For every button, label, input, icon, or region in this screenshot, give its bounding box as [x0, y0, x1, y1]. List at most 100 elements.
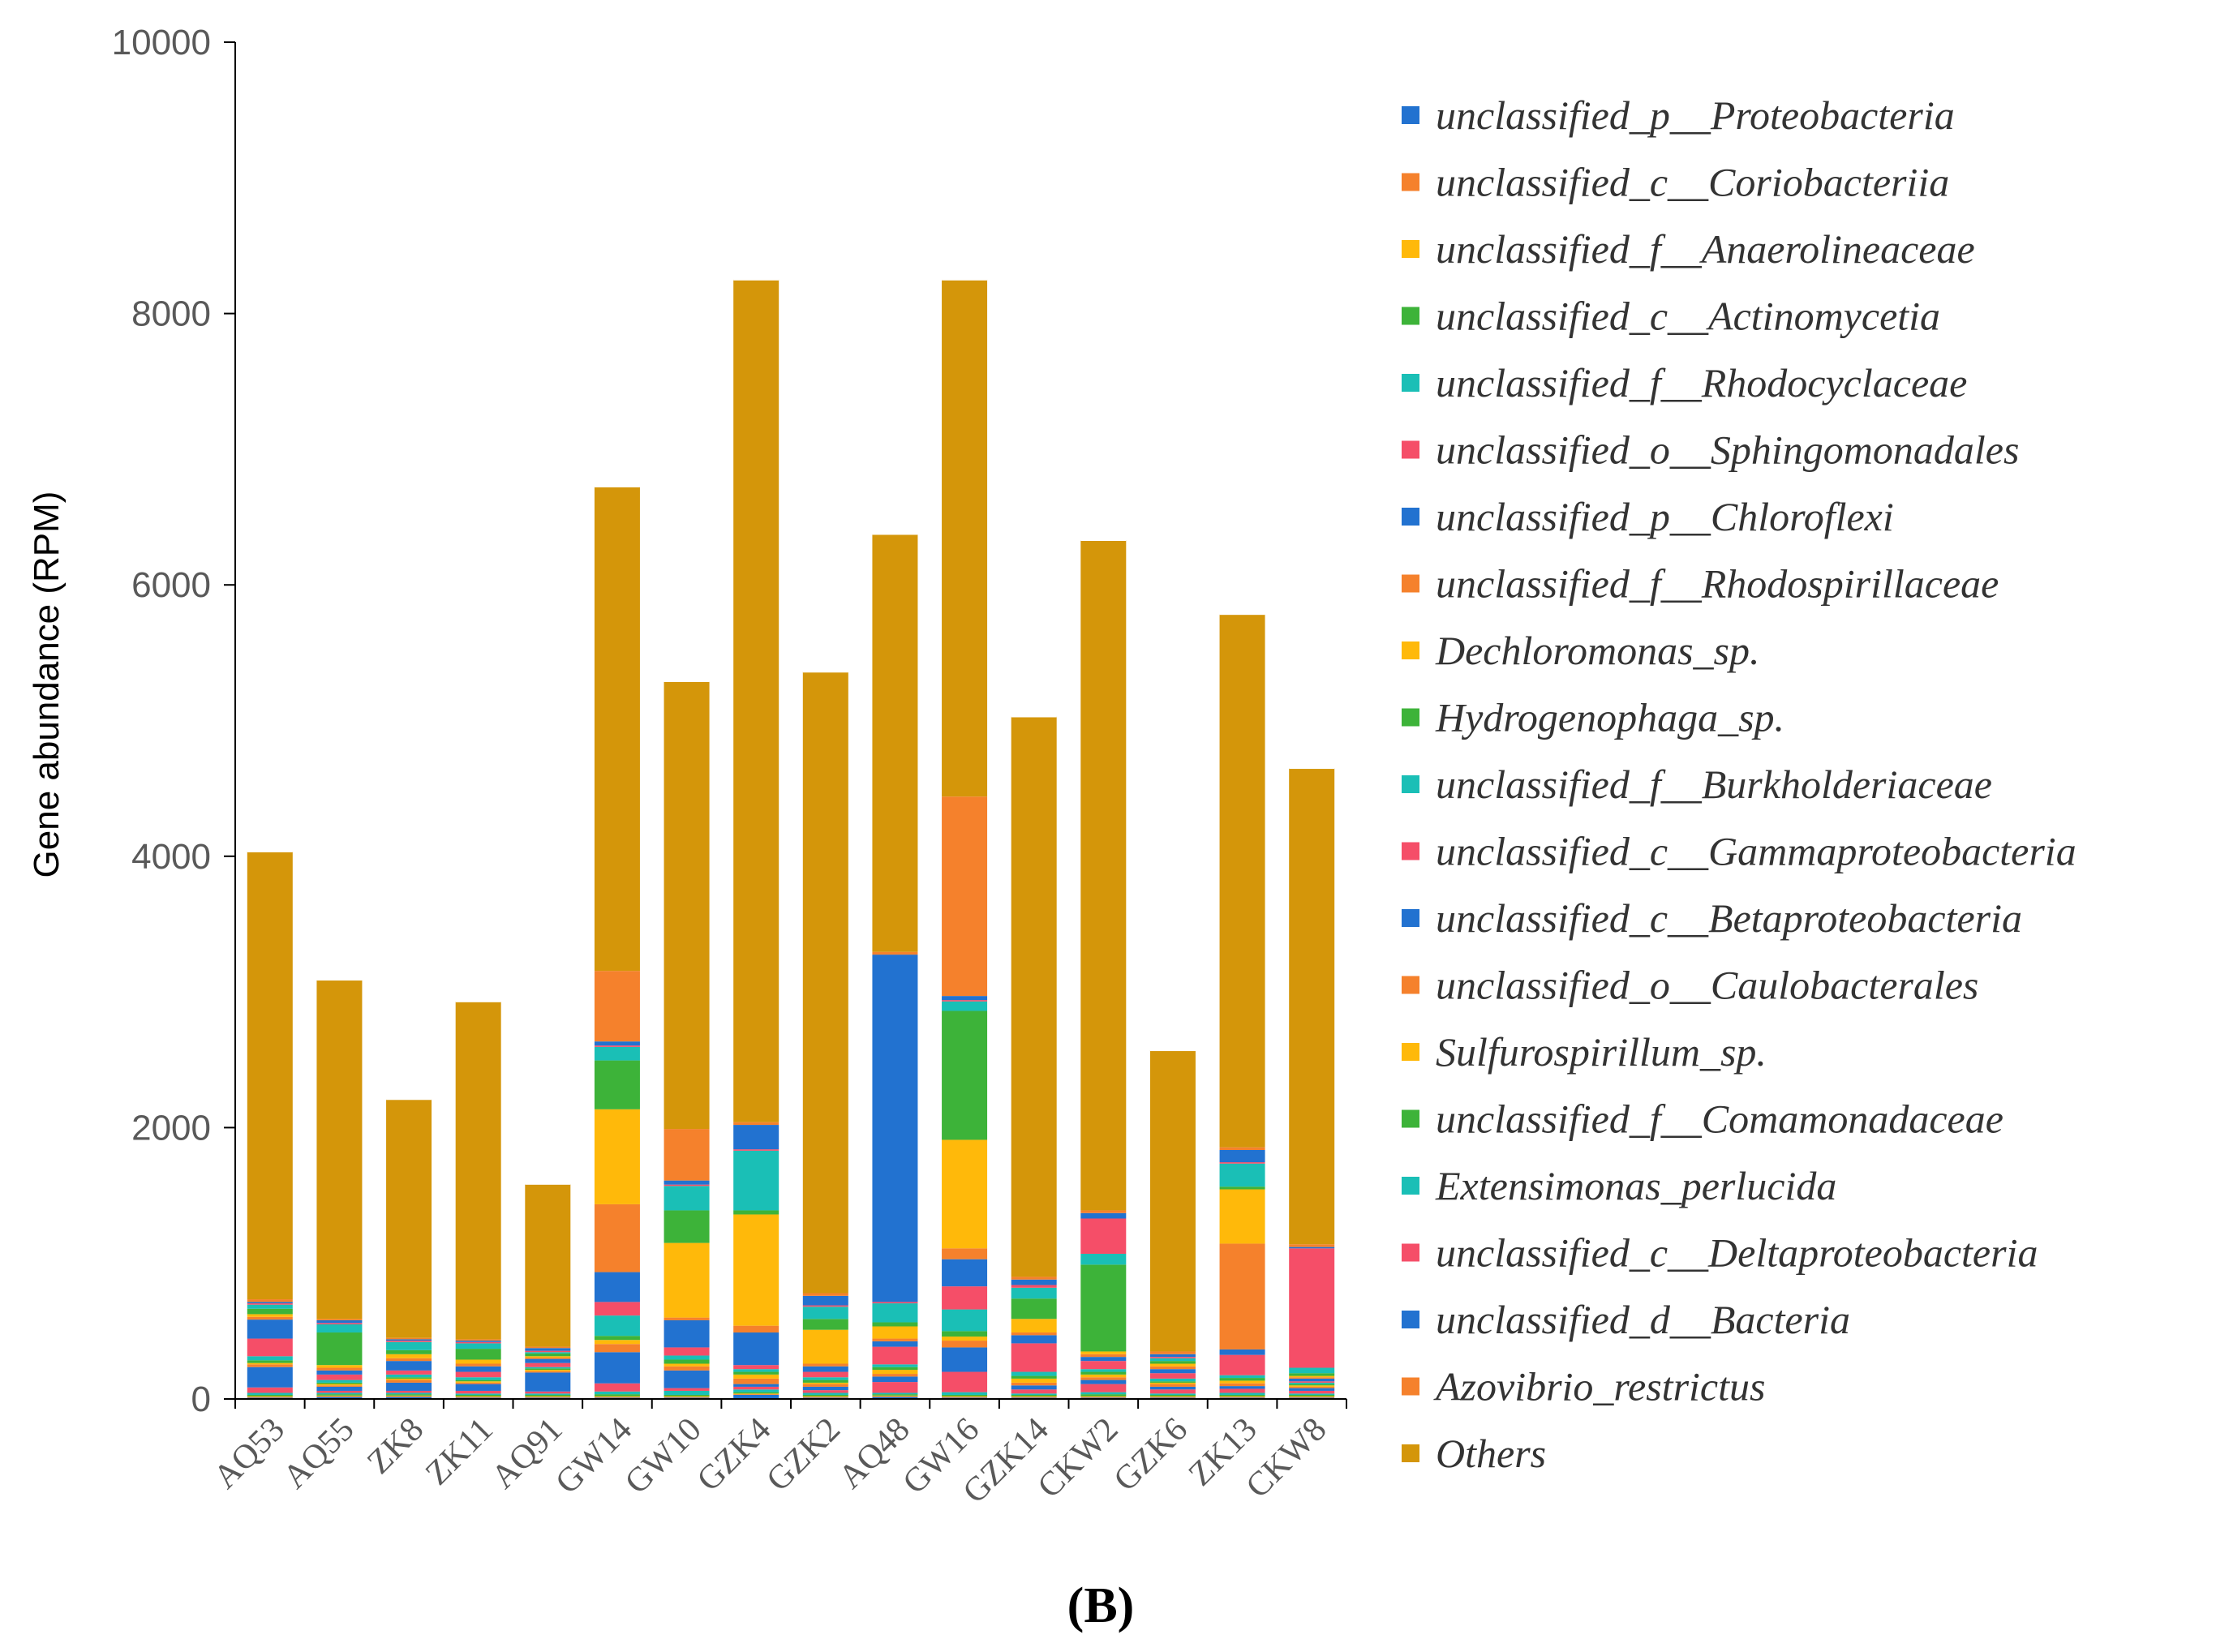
bar-segment-unclassified-p-chloroflexi-zk13: [1219, 1386, 1265, 1389]
legend-swatch: [1402, 440, 1419, 459]
bar-segment-unclassified-c-gammaproteobacteria-ckw8: [1289, 1381, 1335, 1383]
bar-segment-unclassified-f-comamonadaceae-ckw8: [1289, 1373, 1335, 1376]
bar-segment-unclassified-f-burkholderiaceae-aq55: [316, 1380, 363, 1383]
bar-segment-hydrogenophaga-sp-gw14: [594, 1336, 640, 1341]
bar-segment-unclassified-p-chloroflexi-ckw2: [1080, 1380, 1127, 1384]
bar-segment-extensimonas-perlucida-gzk2: [802, 1307, 848, 1319]
bar-segment-unclassified-c-betaproteobacteria-aq48: [872, 1341, 918, 1347]
legend-item-unclassified-c-coriobacteriia: unclassified_c__Coriobacteriia: [1402, 160, 1949, 205]
legend-item-unclassified-f-anaerolineaceae: unclassified_f__Anaerolineaceae: [1402, 226, 1975, 272]
bar-segment-unclassified-f-rhodocyclaceae-gw14: [594, 1391, 640, 1395]
bar-segment-azovibrio-restrictus-zk11: [455, 1339, 501, 1341]
bar-segment-unclassified-d-bacteria-ckw2: [1080, 1212, 1127, 1219]
bar-segment-unclassified-c-deltaproteobacteria-gw10: [664, 1184, 710, 1186]
bar-segment-others-gw10: [664, 680, 710, 1130]
bar-segment-unclassified-d-bacteria-zk13: [1219, 1150, 1265, 1163]
bar-segment-hydrogenophaga-sp-aq55: [316, 1382, 363, 1384]
bar-segment-others-ckw2: [1080, 539, 1127, 1211]
bar-segment-azovibrio-restrictus-aq48: [872, 951, 918, 955]
bar-segment-unclassified-o-caulobacterales-zk13: [1219, 1243, 1265, 1349]
bar-segment-others-aq91: [525, 1183, 571, 1347]
bar-segment-others-zk11: [455, 1001, 501, 1340]
bar-segment-unclassified-c-betaproteobacteria-zk11: [455, 1366, 501, 1372]
bar-segment-unclassified-o-sphingomonadales-gzk6: [1149, 1389, 1196, 1394]
bar-segment-others-gzk14: [1011, 716, 1057, 1277]
bar-segment-sulfurospirillum-sp-aq48: [872, 1326, 918, 1339]
x-tick-label-gw14: GW14: [548, 1411, 639, 1502]
bar-segment-unclassified-c-betaproteobacteria-ckw8: [1289, 1378, 1335, 1382]
legend-swatch: [1402, 842, 1419, 860]
legend-swatch: [1402, 775, 1419, 793]
bar-segment-unclassified-d-bacteria-zk11: [455, 1341, 501, 1342]
legend: unclassified_p__Proteobacteria unclassifi…: [1402, 92, 2076, 1476]
bar-stack-gw16: [942, 278, 988, 1399]
bar-segment-unclassified-f-rhodocyclaceae-ckw2: [1080, 1392, 1127, 1395]
bar-segment-unclassified-f-comamonadaceae-zk11: [455, 1349, 501, 1360]
bar-segment-unclassified-o-caulobacterales-gzk4: [733, 1325, 779, 1333]
bar-segment-unclassified-c-deltaproteobacteria-zk13: [1219, 1162, 1265, 1164]
bar-segment-unclassified-p-chloroflexi-gw14: [594, 1352, 640, 1384]
bar-segment-unclassified-o-sphingomonadales-gzk4: [733, 1386, 779, 1390]
bar-segment-unclassified-f-burkholderiaceae-aq53: [247, 1356, 293, 1361]
bar-segment-unclassified-f-anaerolineaceae-gzk4: [733, 1393, 779, 1395]
bar-segment-dechloromonas-sp-aq48: [872, 1370, 918, 1375]
bar-segment-others-aq55: [316, 980, 363, 1319]
legend-label: unclassified_c__Gammaproteobacteria: [1436, 829, 2076, 874]
bar-segment-unclassified-o-sphingomonadales-zk11: [455, 1390, 501, 1394]
bar-segment-unclassified-c-deltaproteobacteria-gzk14: [1011, 1285, 1057, 1288]
bar-segment-sulfurospirillum-sp-gw14: [594, 1109, 640, 1204]
bar-segment-unclassified-d-bacteria-zk8: [386, 1339, 432, 1341]
bar-segment-unclassified-f-burkholderiaceae-gzk6: [1149, 1378, 1196, 1382]
bar-segment-extensimonas-perlucida-zk8: [386, 1341, 432, 1350]
bar-stack-ckw8: [1289, 767, 1335, 1399]
bar-segment-others-zk13: [1219, 614, 1265, 1148]
bar-segment-unclassified-f-burkholderiaceae-ckw2: [1080, 1369, 1127, 1372]
bar-segment-unclassified-c-deltaproteobacteria-aq91: [525, 1350, 571, 1353]
bar-segment-unclassified-p-chloroflexi-zk8: [386, 1382, 432, 1391]
bar-segment-unclassified-c-actinomycetia-gw14: [594, 1394, 640, 1397]
bar-segment-unclassified-c-betaproteobacteria-aq55: [316, 1370, 363, 1375]
bar-segment-unclassified-f-rhodocyclaceae-gzk14: [1011, 1393, 1057, 1395]
x-tick-label-gzk4: GZK4: [690, 1411, 778, 1499]
bar-top-edge: [664, 680, 710, 682]
bar-segment-unclassified-f-comamonadaceae-gzk4: [733, 1210, 779, 1215]
bar-segment-others-aq48: [872, 534, 918, 952]
bar-top-edge: [1149, 1049, 1196, 1052]
bar-segment-unclassified-o-caulobacterales-gzk14: [1011, 1332, 1057, 1336]
bar-segment-unclassified-o-caulobacterales-aq48: [872, 1338, 918, 1341]
x-tick-label-zk11: ZK11: [419, 1411, 500, 1493]
bar-segment-unclassified-p-proteobacteria-aq48: [872, 1397, 918, 1399]
bar-segment-unclassified-f-burkholderiaceae-gw14: [594, 1315, 640, 1337]
bar-segment-unclassified-f-rhodospirillaceae-gzk4: [733, 1378, 779, 1384]
bar-segment-unclassified-f-rhodocyclaceae-zk13: [1219, 1392, 1265, 1395]
bar-segment-unclassified-c-gammaproteobacteria-gzk14: [1011, 1343, 1057, 1372]
bar-segment-unclassified-c-actinomycetia-gzk14: [1011, 1394, 1057, 1397]
x-tick-label-aq53: AQ53: [207, 1411, 292, 1496]
bar-stack-gzk2: [802, 671, 848, 1399]
bar-stack-aq48: [872, 533, 918, 1399]
bar-segment-extensimonas-perlucida-aq48: [872, 1303, 918, 1323]
bar-segment-sulfurospirillum-sp-ckw8: [1289, 1375, 1335, 1378]
bar-segment-sulfurospirillum-sp-gw10: [664, 1242, 710, 1318]
x-axis-labels: AQ53AQ55ZK8ZK11AQ91GW14GW10GZK4GZK2AQ48G…: [207, 1399, 1347, 1511]
bar-segment-azovibrio-restrictus-gw14: [594, 971, 640, 1042]
legend-item-unclassified-c-gammaproteobacteria: unclassified_c__Gammaproteobacteria: [1402, 829, 2076, 874]
y-tick-label: 0: [191, 1380, 211, 1419]
bar-stack-gzk6: [1149, 1049, 1196, 1399]
bar-segment-azovibrio-restrictus-aq53: [247, 1299, 293, 1302]
legend-label: unclassified_p__Chloroflexi: [1436, 494, 1894, 539]
bar-top-edge: [247, 850, 293, 852]
bar-segment-unclassified-f-burkholderiaceae-zk13: [1219, 1375, 1265, 1379]
bar-segment-unclassified-o-sphingomonadales-aq53: [247, 1387, 293, 1393]
bar-segment-hydrogenophaga-sp-gzk14: [1011, 1375, 1057, 1379]
bar-segment-unclassified-f-comamonadaceae-zk13: [1219, 1186, 1265, 1190]
bar-segment-unclassified-o-sphingomonadales-zk13: [1219, 1388, 1265, 1393]
bar-segment-unclassified-p-chloroflexi-zk11: [455, 1384, 501, 1391]
legend-swatch: [1402, 106, 1419, 124]
bar-segment-unclassified-d-bacteria-gzk14: [1011, 1279, 1057, 1285]
bar-segment-unclassified-c-deltaproteobacteria-aq53: [247, 1303, 293, 1305]
legend-swatch: [1402, 374, 1419, 392]
legend-item-hydrogenophaga-sp: Hydrogenophaga_sp.: [1402, 695, 1784, 740]
bar-segment-unclassified-o-sphingomonadales-ckw2: [1080, 1384, 1127, 1392]
